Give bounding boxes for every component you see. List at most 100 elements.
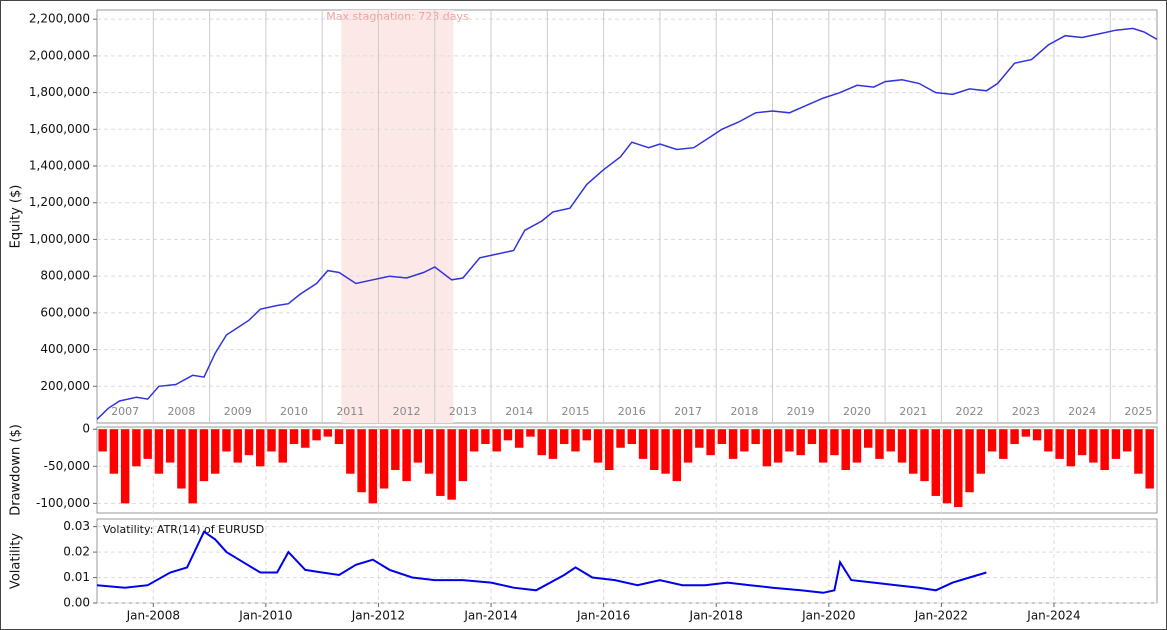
year-label: 2021 — [899, 405, 927, 418]
bar — [785, 429, 794, 452]
year-label: 2023 — [1012, 405, 1040, 418]
y-tick-label: 2,000,000 — [29, 48, 90, 62]
annotation: Volatility: ATR(14) of EURUSD — [103, 523, 264, 536]
bar — [593, 429, 603, 463]
y-tick-label: 600,000 — [40, 305, 90, 319]
bar — [695, 429, 704, 448]
bar — [706, 429, 715, 456]
y-tick-label: 1,200,000 — [29, 195, 90, 209]
bar — [582, 429, 591, 441]
bar — [830, 429, 839, 456]
bar — [109, 429, 119, 474]
bar — [256, 429, 265, 467]
x-tick-label: Jan-2016 — [576, 609, 630, 623]
bar — [1044, 429, 1053, 452]
bar — [909, 429, 918, 474]
bar — [863, 429, 873, 448]
bar — [728, 429, 738, 459]
bar — [796, 429, 805, 456]
bar — [875, 429, 884, 459]
x-tick-label: Jan-2010 — [238, 609, 292, 623]
bar — [436, 429, 445, 496]
x-tick-label: Jan-2012 — [351, 609, 405, 623]
y-tick-label: 2,200,000 — [29, 12, 90, 26]
bar — [661, 429, 670, 474]
stagnation-band — [341, 10, 454, 423]
bar — [391, 429, 400, 470]
bar — [120, 429, 130, 504]
bar — [650, 429, 659, 470]
bar — [548, 429, 558, 459]
bar — [818, 429, 828, 463]
year-label: 2020 — [843, 405, 871, 418]
bar — [526, 429, 535, 437]
year-label: 2015 — [561, 405, 589, 418]
x-tick-label: Jan-2020 — [801, 609, 855, 623]
bar — [1055, 429, 1064, 459]
plot-area — [96, 9, 1158, 424]
bar — [1021, 429, 1031, 437]
stagnation-label: Max stagnation: 723 days — [326, 10, 469, 23]
y-tick-label: 1,800,000 — [29, 85, 90, 99]
x-tick-label: Jan-2008 — [126, 609, 180, 623]
bar — [458, 429, 468, 482]
y-tick-label: 200,000 — [40, 379, 90, 393]
line-series — [96, 27, 1158, 420]
year-label: 2017 — [674, 405, 702, 418]
bar — [402, 429, 411, 482]
year-label: 2011 — [336, 405, 364, 418]
bar — [222, 429, 231, 452]
bar — [852, 429, 862, 463]
y-tick-label: -100,000 — [36, 496, 90, 510]
year-label: 2012 — [393, 405, 421, 418]
bar — [1111, 429, 1121, 459]
y-tick-label: 0 — [82, 422, 90, 436]
bar — [627, 429, 637, 445]
bar — [987, 429, 997, 452]
year-label: 2007 — [111, 405, 139, 418]
bar — [1077, 429, 1087, 456]
bar — [301, 429, 310, 448]
bar — [616, 429, 625, 448]
line-series — [96, 530, 987, 594]
y-axis-label: Volatility — [9, 533, 24, 589]
year-label: 2009 — [224, 405, 252, 418]
bar — [289, 429, 299, 445]
year-label: 2025 — [1124, 405, 1152, 418]
bar — [357, 429, 366, 493]
bar — [740, 429, 749, 452]
bar — [188, 429, 197, 504]
bar — [560, 429, 569, 445]
y-tick-label: 0.01 — [63, 570, 90, 584]
bar — [1089, 429, 1098, 463]
bar — [278, 429, 287, 463]
y-tick-label: 800,000 — [40, 269, 90, 283]
bar — [503, 429, 513, 441]
bar — [954, 429, 963, 508]
x-tick-label: Jan-2022 — [914, 609, 968, 623]
year-label: 2014 — [505, 405, 533, 418]
bar — [323, 429, 333, 437]
bar — [132, 429, 141, 467]
bar — [368, 429, 378, 504]
bar — [267, 429, 276, 452]
bar — [143, 429, 152, 459]
bar — [762, 429, 772, 467]
bar — [154, 429, 164, 474]
bar — [1100, 429, 1109, 470]
bar — [1122, 429, 1132, 452]
bar — [492, 429, 501, 452]
bar — [1145, 429, 1154, 489]
y-axis-label: Equity ($) — [9, 185, 24, 249]
bar — [897, 429, 907, 463]
year-label: 2018 — [730, 405, 758, 418]
bar — [312, 429, 321, 441]
y-tick-label: 0.03 — [63, 519, 90, 533]
y-tick-label: 400,000 — [40, 342, 90, 356]
bar — [537, 429, 546, 456]
bar — [751, 429, 760, 445]
plot-area — [96, 518, 1158, 604]
bar — [683, 429, 693, 463]
y-tick-label: 0.00 — [63, 596, 90, 610]
